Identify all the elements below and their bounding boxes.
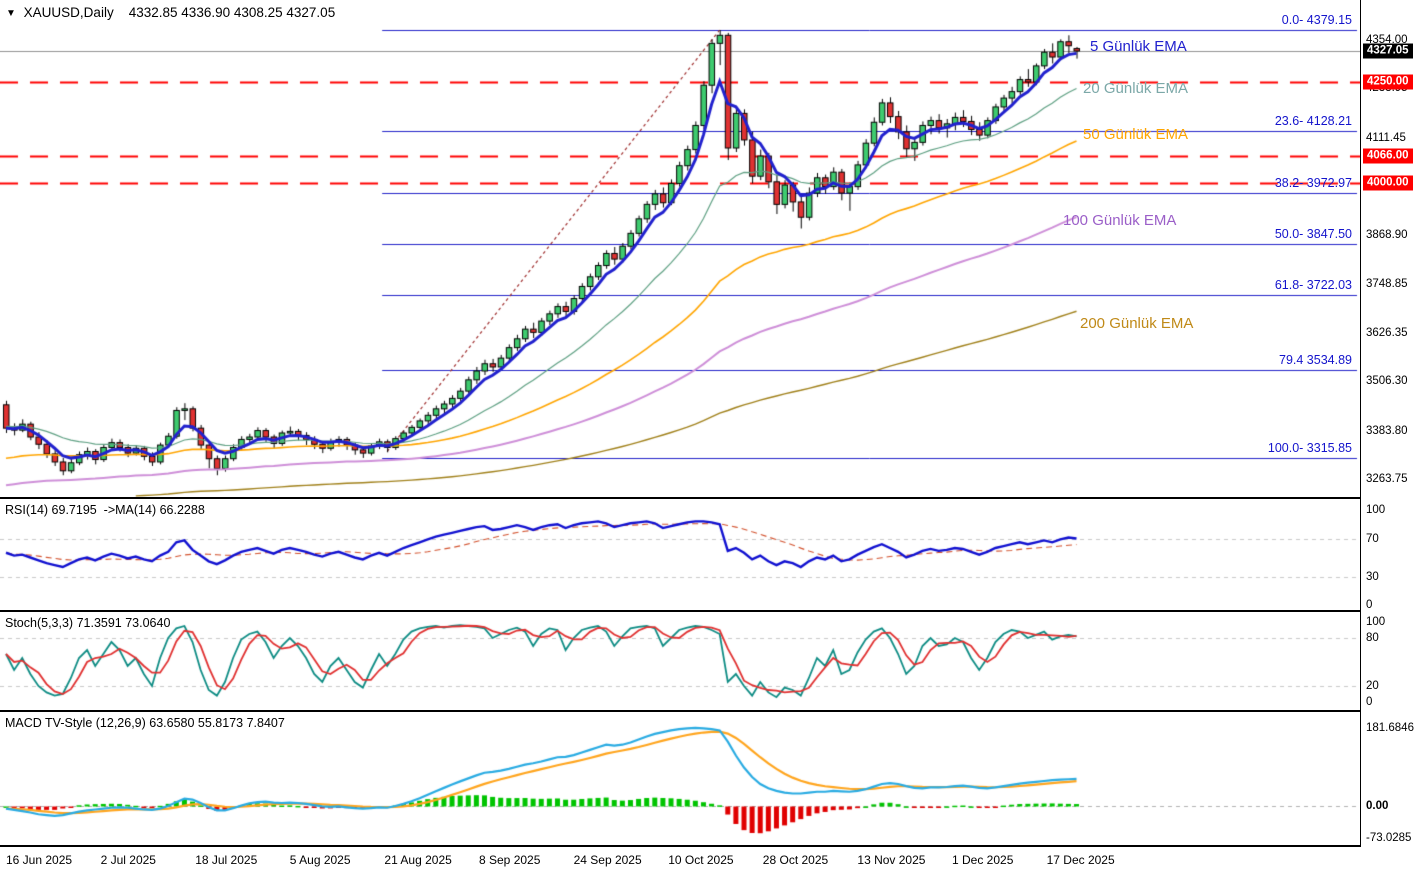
price-chart-canvas[interactable] xyxy=(0,0,1360,497)
fib-level-label: 38.2- 3972.97 xyxy=(1274,176,1352,191)
price-tick: 3748.85 xyxy=(1366,277,1408,290)
fib-level-label: 79.4 3534.89 xyxy=(1279,352,1352,367)
ema-label-50: 50 Günlük EMA xyxy=(1083,126,1189,143)
stochastic-canvas[interactable] xyxy=(0,612,1360,710)
price-tick: 3383.80 xyxy=(1366,424,1408,437)
ema-label-20: 20 Günlük EMA xyxy=(1083,80,1189,97)
macd-tick: 0.00 xyxy=(1366,800,1389,813)
date-label: 8 Sep 2025 xyxy=(479,853,541,867)
date-label: 10 Oct 2025 xyxy=(668,853,734,867)
stoch-tick: 80 xyxy=(1366,632,1379,644)
title-bar: ▼ XAUUSD,Daily 4332.85 4336.90 4308.25 4… xyxy=(6,5,335,20)
ema-label-5: 5 Günlük EMA xyxy=(1090,38,1187,55)
date-label: 16 Jun 2025 xyxy=(6,853,73,867)
fib-level-label: 0.0- 4379.15 xyxy=(1281,13,1352,27)
price-tick: 4354.00 xyxy=(1366,34,1408,47)
date-label: 24 Sep 2025 xyxy=(573,853,642,867)
price-tick: 3506.30 xyxy=(1366,375,1408,388)
fib-level-label: 100.0- 3315.85 xyxy=(1267,441,1352,455)
chart-ohlc-readout: 4332.85 4336.90 4308.25 4327.05 xyxy=(128,5,336,20)
macd-tick: -73.0285 xyxy=(1366,831,1412,844)
stoch-tick: 100 xyxy=(1366,616,1386,628)
price-tick: 3868.90 xyxy=(1366,229,1408,242)
fib-level-label: 23.6- 4128.21 xyxy=(1274,114,1352,128)
macd-panel: MACD TV-Style (12,26,9) 63.6580 55.8173 … xyxy=(0,712,1360,847)
rsi-indicator-label: RSI(14) 69.7195 ->MA(14) 66.2288 xyxy=(5,503,205,517)
chart-symbol-period: XAUUSD,Daily xyxy=(23,5,114,20)
symbol-dropdown-icon[interactable]: ▼ xyxy=(6,8,16,19)
price-tick: 3263.75 xyxy=(1366,472,1408,485)
rsi-canvas[interactable] xyxy=(0,499,1360,610)
date-axis[interactable]: 16 Jun 2025 2 Jul 2025 18 Jul 2025 5 Aug 20… xyxy=(0,847,1424,874)
macd-tick: 181.6846 xyxy=(1366,721,1414,734)
rsi-tick: 100 xyxy=(1366,504,1386,516)
date-label: 21 Aug 2025 xyxy=(384,853,452,867)
stochastic-indicator-label: Stoch(5,3,3) 71.3591 73.0640 xyxy=(5,616,171,630)
ema-label-100: 100 Günlük EMA xyxy=(1063,212,1177,229)
rsi-tick: 30 xyxy=(1366,570,1379,583)
date-label: 2 Jul 2025 xyxy=(100,853,156,867)
date-label: 13 Nov 2025 xyxy=(857,853,926,867)
price-tick: 3626.35 xyxy=(1366,327,1408,340)
hline-price-tag: 4250.00 xyxy=(1363,74,1413,90)
date-label: 5 Aug 2025 xyxy=(289,853,351,867)
ema-label-200: 200 Günlük EMA xyxy=(1080,315,1194,332)
price-tick: 4111.45 xyxy=(1366,131,1406,144)
main-price-panel: ▼ XAUUSD,Daily 4332.85 4336.90 4308.25 4… xyxy=(0,0,1360,499)
macd-indicator-label: MACD TV-Style (12,26,9) 63.6580 55.8173 … xyxy=(5,716,285,730)
date-label: 1 Dec 2025 xyxy=(952,853,1014,867)
price-axis[interactable]: 4354.004233.954111.453991.403868.903748.… xyxy=(1360,0,1424,847)
stoch-tick: 20 xyxy=(1366,680,1379,692)
date-label: 18 Jul 2025 xyxy=(195,853,258,867)
stoch-tick: 0 xyxy=(1366,696,1373,708)
date-label: 17 Dec 2025 xyxy=(1046,853,1115,867)
date-label: 28 Oct 2025 xyxy=(762,853,829,867)
rsi-tick: 0 xyxy=(1366,599,1373,611)
current-price-tag: 4327.05 xyxy=(1363,43,1413,59)
macd-canvas[interactable] xyxy=(0,712,1360,845)
rsi-tick: 70 xyxy=(1366,532,1379,545)
fib-level-label: 50.0- 3847.50 xyxy=(1274,227,1352,241)
hline-price-tag: 4066.00 xyxy=(1363,148,1413,164)
stochastic-panel: Stoch(5,3,3) 71.3591 73.0640 xyxy=(0,612,1360,712)
rsi-panel: RSI(14) 69.7195 ->MA(14) 66.2288 xyxy=(0,499,1360,612)
fib-level-label: 61.8- 3722.03 xyxy=(1274,277,1352,292)
hline-price-tag: 4000.00 xyxy=(1363,175,1413,191)
